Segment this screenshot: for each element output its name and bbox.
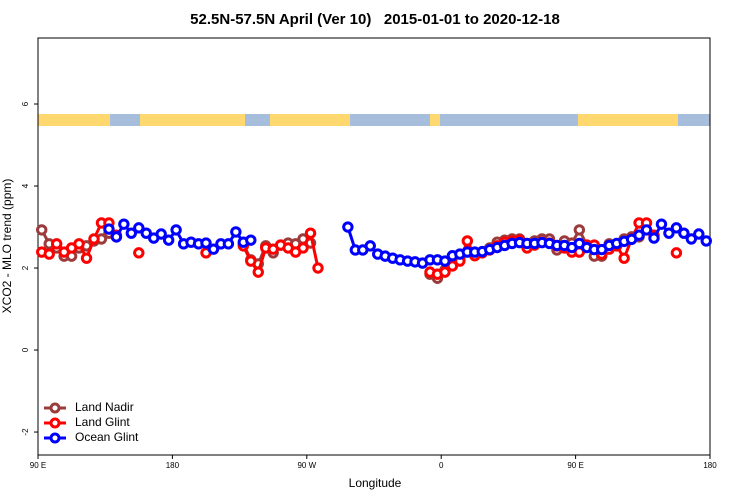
data-point xyxy=(655,218,668,230)
data-point xyxy=(162,234,175,246)
x-tick-label: 90 E xyxy=(567,461,583,470)
data-point xyxy=(446,260,459,272)
data-point xyxy=(678,227,690,239)
x-tick-label: 90 E xyxy=(30,461,46,470)
data-point xyxy=(103,223,115,235)
data-point xyxy=(200,237,212,249)
legend-label: Ocean Glint xyxy=(75,430,139,444)
data-point xyxy=(170,224,182,236)
y-axis-label: XCO2 - MLO trend (ppm) xyxy=(0,179,14,314)
data-point xyxy=(670,222,683,234)
data-point xyxy=(573,224,586,236)
data-point xyxy=(342,221,354,233)
y-tick-label: 6 xyxy=(21,101,30,106)
x-tick-label: 180 xyxy=(166,461,180,470)
data-point xyxy=(50,238,63,250)
legend-marker xyxy=(49,402,61,414)
data-point xyxy=(663,227,675,239)
land-strip xyxy=(270,114,350,126)
data-point xyxy=(297,242,309,254)
data-point xyxy=(207,243,220,255)
data-point xyxy=(36,224,48,236)
land-strip xyxy=(140,114,245,126)
data-point xyxy=(80,252,93,264)
data-point xyxy=(648,232,660,244)
y-tick-label: 4 xyxy=(21,183,30,188)
plot-frame xyxy=(37,37,711,456)
data-point xyxy=(640,224,653,236)
data-point xyxy=(685,233,698,245)
data-point xyxy=(110,231,123,243)
chart-title: 52.5N-57.5N April (Ver 10) 2015-01-01 to… xyxy=(190,11,560,28)
data-point xyxy=(304,227,317,239)
data-point xyxy=(461,235,474,247)
land-strip xyxy=(430,114,440,126)
data-point xyxy=(125,227,138,239)
data-point xyxy=(155,228,167,240)
y-tick-label: 0 xyxy=(21,347,30,352)
data-point xyxy=(230,226,242,238)
data-point xyxy=(312,262,324,274)
data-point xyxy=(133,222,145,234)
data-point xyxy=(633,229,645,241)
data-point xyxy=(618,252,630,264)
data-point xyxy=(252,266,264,278)
data-point xyxy=(439,255,451,267)
data-point xyxy=(140,227,152,239)
land-mask-strip xyxy=(38,114,710,126)
data-point xyxy=(43,248,55,260)
data-point xyxy=(222,238,235,250)
legend-label: Land Glint xyxy=(75,415,130,429)
data-point xyxy=(439,266,451,278)
data-point xyxy=(670,247,683,259)
data-point xyxy=(700,235,712,247)
data-point xyxy=(693,228,705,240)
data-point xyxy=(118,218,130,230)
x-tick-label: 90 W xyxy=(297,461,316,470)
data-point xyxy=(364,240,376,252)
x-tick-label: 0 xyxy=(439,461,444,470)
legend-marker xyxy=(49,417,61,429)
legend-label: Land Nadir xyxy=(75,400,134,414)
land-strip xyxy=(38,114,110,126)
data-point xyxy=(88,233,100,245)
legend-marker xyxy=(49,432,61,444)
y-tick-label: -2 xyxy=(21,428,30,436)
x-axis-label: Longitude xyxy=(349,476,402,490)
y-tick-label: 2 xyxy=(21,265,30,270)
data-point xyxy=(245,255,257,267)
land-strip xyxy=(578,114,678,126)
data-point xyxy=(133,247,145,259)
x-tick-label: 180 xyxy=(703,461,717,470)
data-point xyxy=(73,238,85,250)
data-point xyxy=(245,234,257,246)
